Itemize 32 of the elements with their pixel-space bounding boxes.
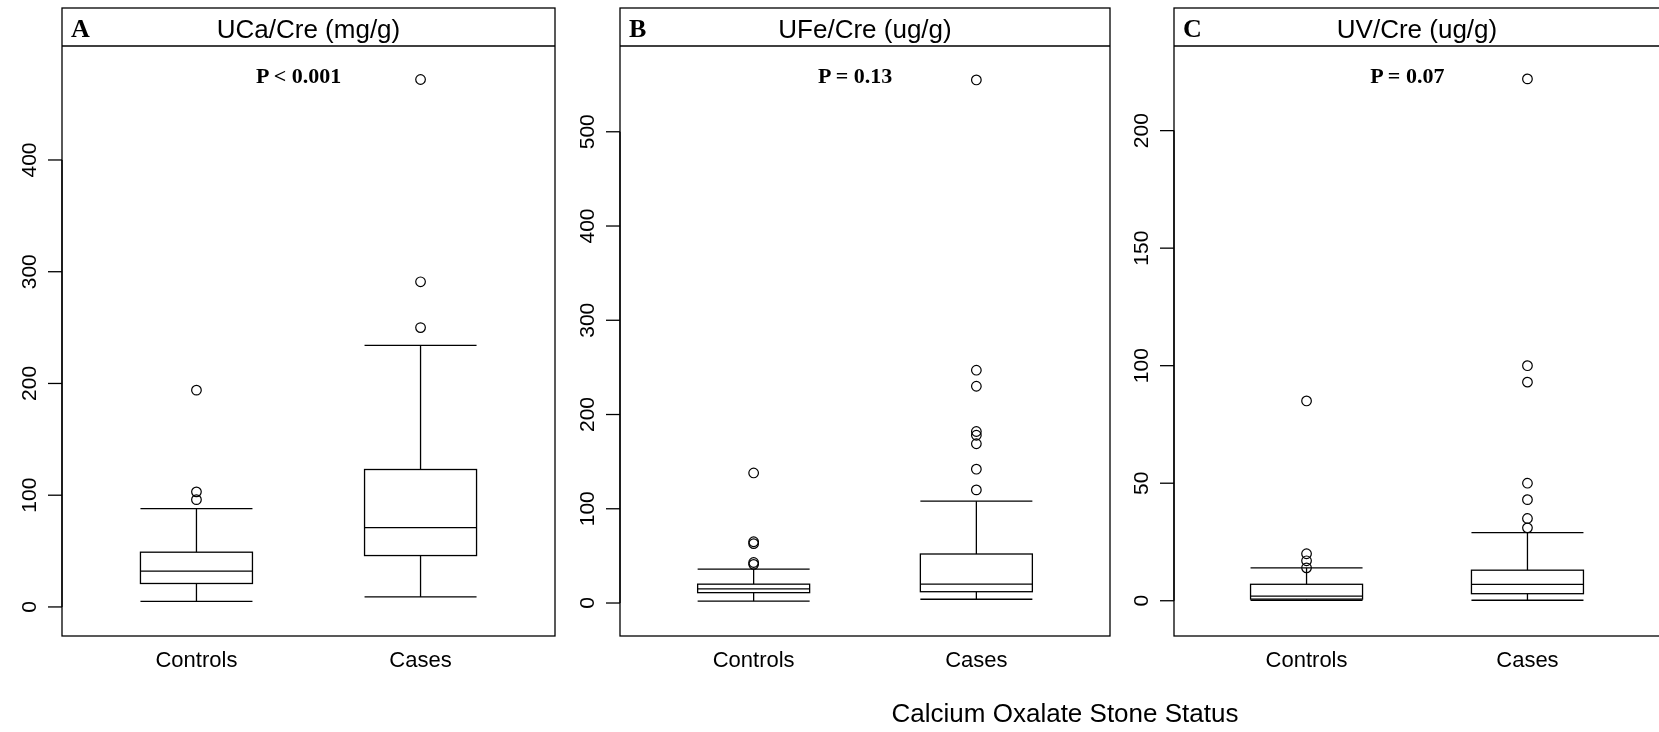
y-tick-label: 500 (575, 114, 598, 150)
x-tick-label: Controls (155, 647, 238, 672)
y-tick-label: 200 (17, 365, 40, 401)
y-tick-label: 100 (575, 491, 598, 527)
text: C (1183, 14, 1202, 43)
y-tick-label: 100 (17, 477, 40, 513)
y-tick-label: 100 (1129, 348, 1152, 384)
y-tick-label: 400 (575, 208, 598, 244)
y-tick-label: 200 (575, 396, 598, 433)
x-tick-label: Controls (1265, 647, 1348, 672)
annotation: P = 0.07 (1370, 63, 1445, 88)
annotation: P = 0.13 (818, 63, 893, 88)
chart-title: UCa/Cre (mg/g) (216, 14, 401, 44)
y-tick-label: 50 (1129, 471, 1152, 495)
y-tick-label: 200 (1129, 113, 1152, 149)
chart-title: UFe/Cre (ug/g) (778, 14, 952, 44)
text: A (71, 14, 90, 43)
y-tick-label: 0 (17, 601, 40, 613)
x-tick-label: Cases (389, 647, 452, 672)
y-tick-label: 0 (1129, 594, 1152, 607)
y-tick-label: 300 (17, 254, 40, 290)
x-axis-title: Calcium Oxalate Stone Status (891, 698, 1239, 728)
x-tick-label: Cases (1496, 647, 1559, 672)
y-tick-label: 400 (17, 142, 40, 178)
y-tick-label: 150 (1129, 230, 1152, 266)
text: B (629, 14, 647, 43)
x-tick-label: Controls (712, 647, 795, 672)
y-tick-label: 0 (575, 597, 598, 609)
y-tick-label: 300 (575, 302, 598, 338)
x-tick-label: Cases (945, 647, 1008, 672)
annotation: P < 0.001 (256, 63, 342, 88)
chart-title: UV/Cre (ug/g) (1336, 14, 1498, 44)
